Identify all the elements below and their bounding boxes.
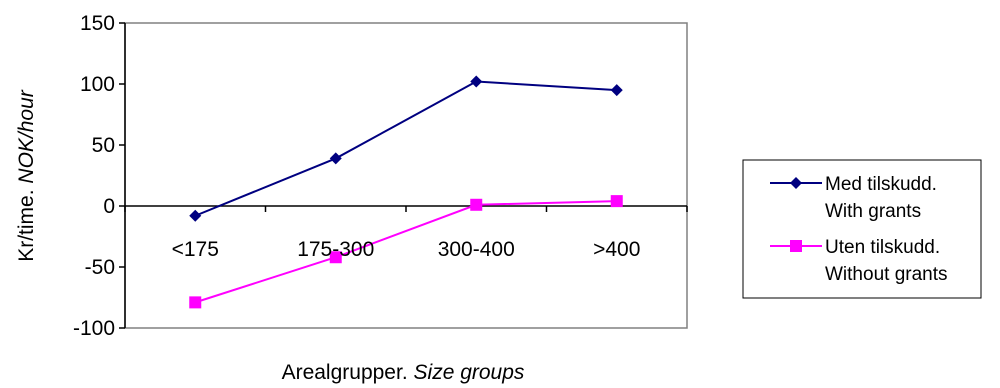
legend-marker-square-icon bbox=[790, 240, 802, 252]
y-axis-title-en: NOK/hour bbox=[15, 89, 38, 183]
series-line-0 bbox=[194, 80, 617, 217]
data-point-square bbox=[470, 198, 483, 211]
data-point-square bbox=[329, 251, 342, 264]
y-axis-title-no: Kr/time. bbox=[15, 189, 38, 261]
x-axis-title-no: Arealgrupper. bbox=[282, 361, 408, 384]
y-tick-label: 100 bbox=[80, 73, 115, 96]
data-point-square bbox=[610, 195, 623, 208]
y-tick-label: 0 bbox=[103, 195, 115, 218]
series-layer bbox=[189, 75, 623, 309]
plot-area bbox=[124, 22, 688, 329]
legend: Med tilskudd. With grants Uten tilskudd.… bbox=[742, 159, 982, 299]
legend-item-uten-tilskudd: Uten tilskudd. Without grants bbox=[770, 237, 948, 285]
x-axis-title-en: Size groups bbox=[414, 361, 525, 384]
y-ticks: 150 100 50 0 -50 -100 bbox=[73, 12, 125, 340]
data-point-square bbox=[189, 296, 202, 309]
legend-label-med-tilskudd: Med tilskudd. bbox=[825, 174, 937, 195]
x-tick-labels: <175 175-300 300-400 >400 bbox=[172, 238, 641, 261]
data-point-diamond bbox=[470, 75, 483, 88]
x-tick-label: <175 bbox=[172, 238, 219, 261]
x-tick-label: >400 bbox=[593, 238, 640, 261]
y-tick-label: -100 bbox=[73, 317, 115, 340]
y-tick-label: 50 bbox=[92, 134, 115, 157]
x-axis-title: Arealgrupper. Size groups bbox=[282, 361, 525, 384]
legend-label-uten-tilskudd: Uten tilskudd. bbox=[825, 237, 940, 258]
x-tick-label: 175-300 bbox=[297, 238, 374, 261]
series-line-1 bbox=[194, 200, 617, 304]
legend-label-without-grants: Without grants bbox=[825, 264, 948, 285]
data-point-diamond bbox=[610, 84, 623, 97]
y-tick-label: 150 bbox=[80, 12, 115, 35]
y-tick-label: -50 bbox=[85, 256, 115, 279]
data-point-diamond bbox=[189, 209, 202, 222]
legend-marker-diamond-icon bbox=[790, 177, 802, 189]
data-point-diamond bbox=[329, 152, 342, 165]
legend-item-med-tilskudd: Med tilskudd. With grants bbox=[770, 174, 937, 222]
x-ticks bbox=[124, 206, 688, 212]
x-tick-label: 300-400 bbox=[438, 238, 515, 261]
legend-label-with-grants: With grants bbox=[825, 201, 921, 222]
y-axis-title: Kr/time. NOK/hour bbox=[15, 89, 38, 262]
